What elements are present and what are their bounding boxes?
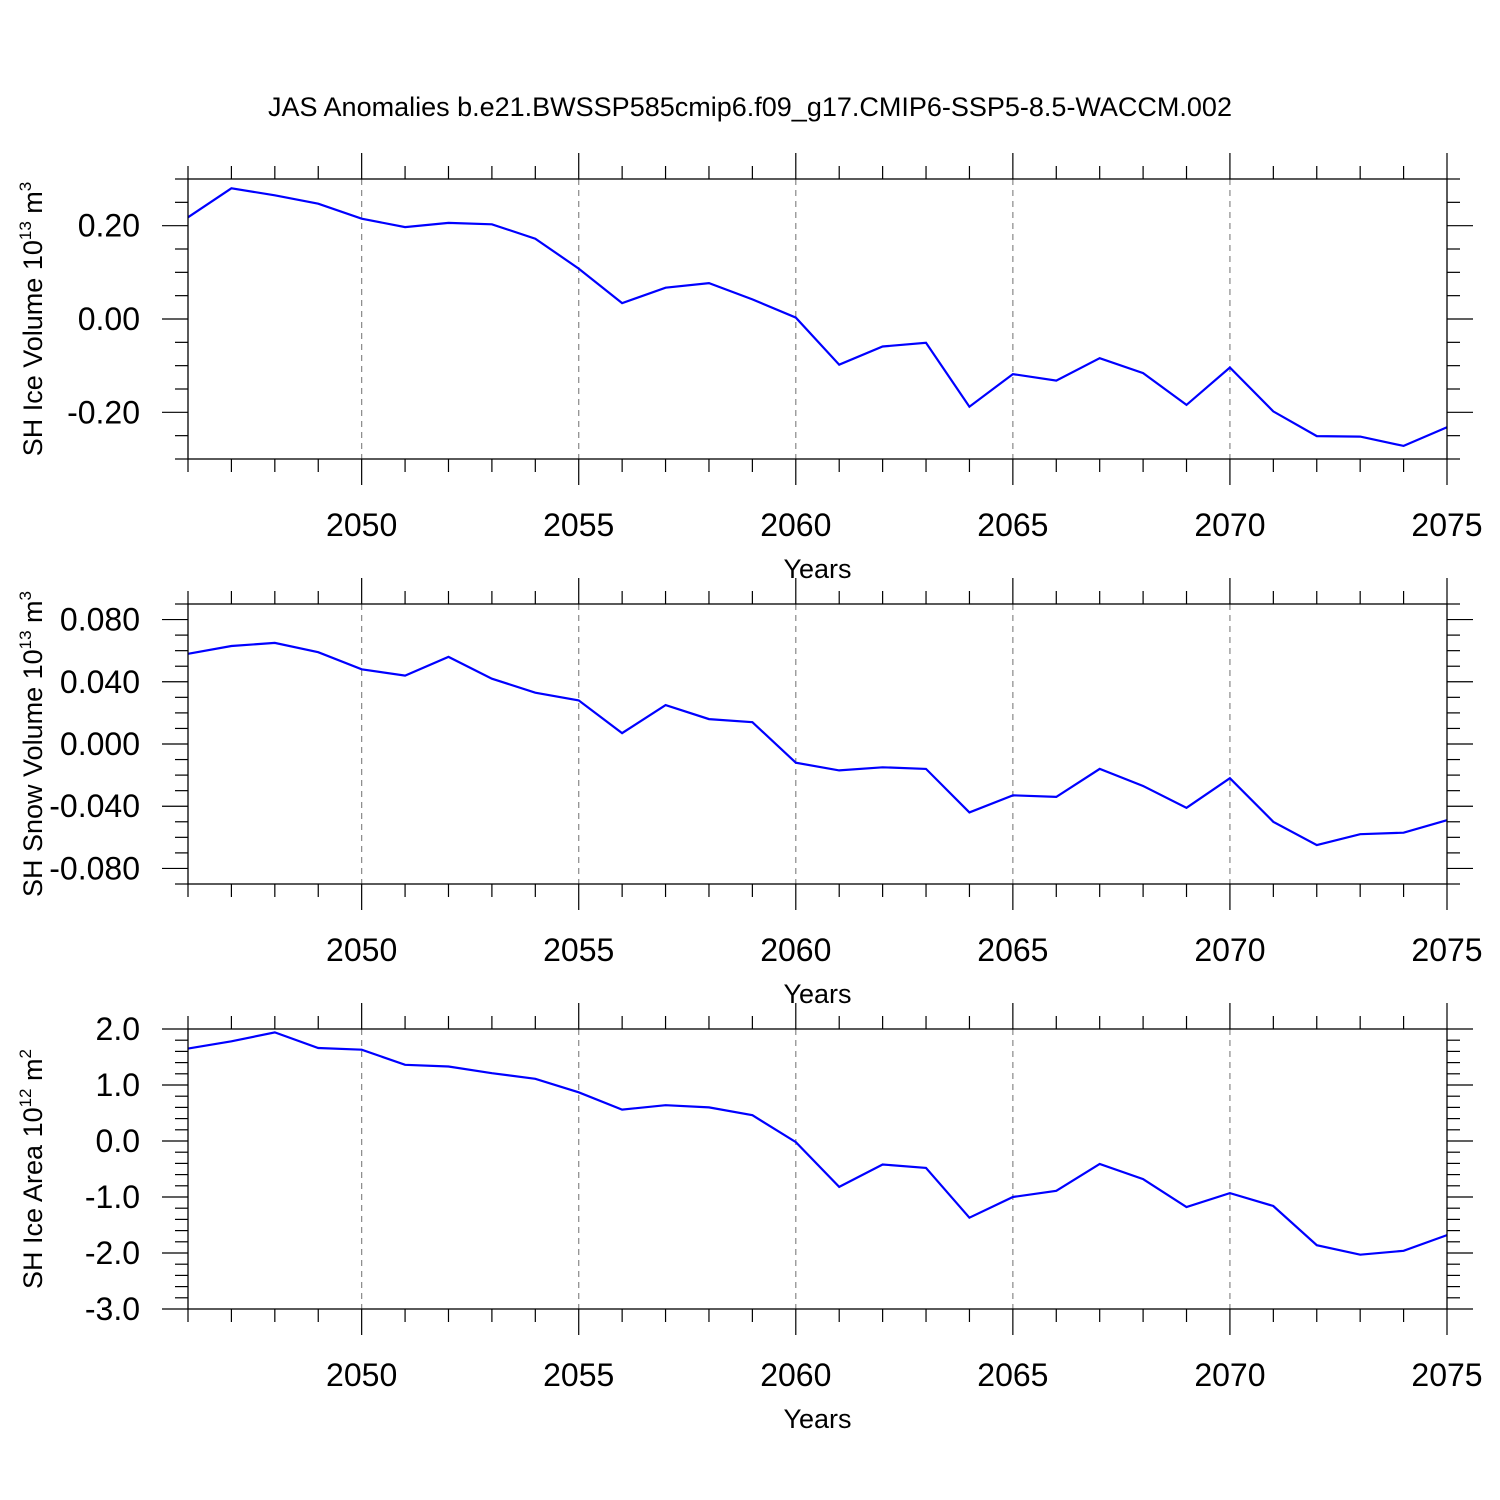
x-tick-label: 2060 bbox=[760, 932, 831, 968]
x-tick-label: 2075 bbox=[1411, 1357, 1482, 1393]
y-tick-label: 0.0 bbox=[96, 1123, 140, 1159]
y-tick-label: -2.0 bbox=[85, 1235, 140, 1271]
x-tick-label: 2070 bbox=[1194, 932, 1265, 968]
x-tick-label: 2060 bbox=[760, 1357, 831, 1393]
x-tick-label: 2075 bbox=[1411, 932, 1482, 968]
x-tick-label: 2060 bbox=[760, 507, 831, 543]
ice-volume-x-axis-label: Years bbox=[783, 554, 851, 584]
x-tick-label: 2065 bbox=[977, 932, 1048, 968]
y-tick-label: 2.0 bbox=[96, 1011, 140, 1047]
ice-area-plot-frame bbox=[187, 1028, 1448, 1310]
snow-volume-y-axis-label: SH Snow Volume 1013 m3 bbox=[16, 591, 48, 897]
y-tick-label: -0.20 bbox=[67, 394, 140, 430]
y-tick-label: 1.0 bbox=[96, 1067, 140, 1103]
panel-ice-area: 2050 2055 2060 2065 2070 2075 2.0 1.0 0.0 -1.0 -2.… bbox=[16, 1003, 1483, 1434]
x-tick-label: 2065 bbox=[977, 1357, 1048, 1393]
ice-area-x-axis-label: Years bbox=[783, 1404, 851, 1434]
x-tick-label: 2050 bbox=[326, 932, 397, 968]
x-tick-label: 2070 bbox=[1194, 1357, 1265, 1393]
panel-ice-volume: 2050 2055 2060 2065 2070 2075 0.20 0.00 -0.20 Ye… bbox=[16, 153, 1483, 584]
panel-snow-volume: 2050 2055 2060 2065 2070 2075 0.080 0.040 0.000 -… bbox=[16, 578, 1483, 1009]
x-tick-label: 2055 bbox=[543, 1357, 614, 1393]
x-tick-label: 2055 bbox=[543, 507, 614, 543]
ice-volume-y-axis-label: SH Ice Volume 1013 m3 bbox=[16, 182, 48, 457]
ice-area-y-axis-label: SH Ice Area 1012 m2 bbox=[16, 1049, 48, 1289]
ice-area-line bbox=[187, 1031, 1448, 1256]
x-tick-label: 2050 bbox=[326, 1357, 397, 1393]
x-tick-label: 2055 bbox=[543, 932, 614, 968]
snow-volume-line bbox=[187, 641, 1448, 847]
x-tick-label: 2065 bbox=[977, 507, 1048, 543]
x-tick-label: 2070 bbox=[1194, 507, 1265, 543]
snow-volume-plot-frame bbox=[187, 603, 1448, 885]
y-tick-label: -0.040 bbox=[49, 788, 140, 824]
y-tick-label: 0.080 bbox=[60, 602, 140, 638]
x-tick-label: 2075 bbox=[1411, 507, 1482, 543]
y-tick-label: 0.040 bbox=[60, 664, 140, 700]
y-tick-label: -3.0 bbox=[85, 1291, 140, 1327]
ice-volume-line bbox=[187, 187, 1448, 448]
y-tick-label: 0.00 bbox=[78, 301, 140, 337]
ice-volume-plot-frame bbox=[187, 178, 1448, 460]
snow-volume-x-axis-label: Years bbox=[783, 979, 851, 1009]
y-tick-label: -1.0 bbox=[85, 1179, 140, 1215]
figure-title: JAS Anomalies b.e21.BWSSP585cmip6.f09_g1… bbox=[268, 92, 1232, 122]
y-tick-label: 0.20 bbox=[78, 208, 140, 244]
y-tick-label: -0.080 bbox=[49, 850, 140, 886]
x-tick-label: 2050 bbox=[326, 507, 397, 543]
y-tick-label: 0.000 bbox=[60, 726, 140, 762]
